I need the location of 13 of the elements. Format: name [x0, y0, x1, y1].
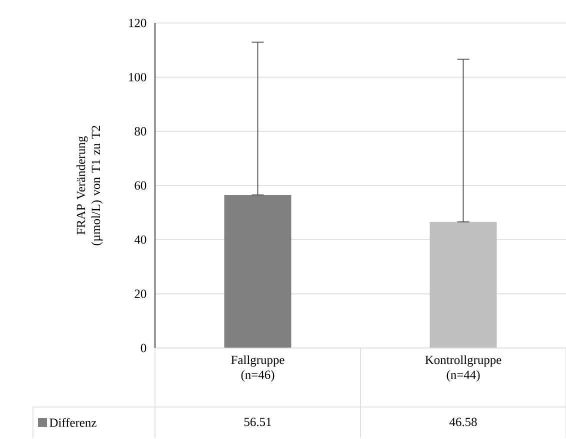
y-axis-title: FRAP Veränderung (µmol/L) von T1 zu T2 — [76, 126, 103, 246]
y-tick-label: 100 — [129, 72, 146, 82]
data-label: 56.51 — [244, 418, 272, 426]
y-tick-label: 80 — [134, 127, 146, 136]
y-tick-label: 120 — [129, 18, 146, 28]
y-tick-label: 0 — [140, 344, 146, 352]
x-tick-label: Fallgruppe (n=46) — [231, 355, 284, 382]
data-label: 46.58 — [449, 418, 477, 426]
y-tick-label: 20 — [134, 290, 146, 298]
legend-label: Differenz — [50, 418, 96, 427]
y-tick-label: 40 — [134, 235, 146, 244]
y-tick-label: 60 — [134, 181, 146, 190]
x-tick-label: Kontrollgruppe (n=44) — [425, 355, 502, 382]
